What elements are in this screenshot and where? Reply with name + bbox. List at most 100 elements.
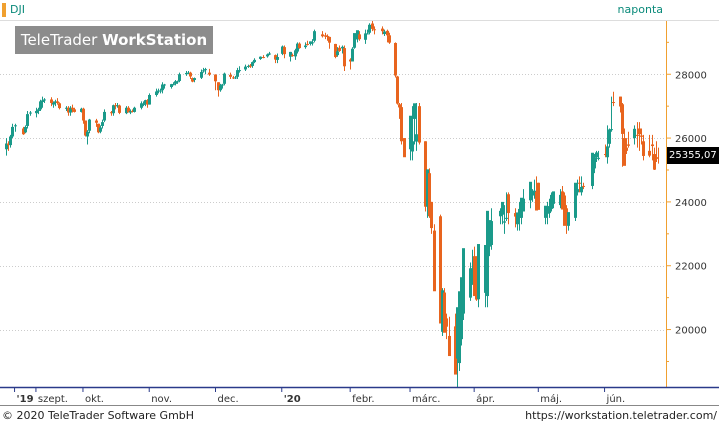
candle: [112, 104, 115, 116]
ticker-symbol[interactable]: DJI: [10, 3, 25, 16]
candle: [298, 42, 301, 49]
candle: [597, 150, 600, 161]
candle: [574, 182, 577, 222]
candle: [223, 72, 226, 86]
candle: [221, 83, 224, 89]
candle: [561, 185, 564, 210]
candle-body: [473, 256, 476, 297]
candle: [204, 67, 207, 75]
candle: [326, 34, 329, 41]
time-tick-label: jún.: [606, 393, 626, 405]
candle: [445, 313, 448, 340]
candle: [24, 125, 27, 134]
candle-body: [191, 78, 194, 82]
candle-body: [208, 72, 211, 75]
candle: [229, 72, 232, 80]
candle-body: [415, 134, 418, 142]
candle: [398, 102, 401, 119]
candle-body: [561, 191, 564, 210]
candle: [336, 47, 339, 57]
candle-body: [178, 74, 181, 81]
candle: [473, 246, 476, 297]
candle: [356, 30, 359, 43]
candle-body: [114, 105, 117, 107]
candle: [73, 107, 76, 113]
logo-text-part2: WorkStation: [102, 31, 208, 49]
candle-body: [593, 157, 596, 169]
candle: [281, 45, 284, 56]
candle-body: [403, 138, 406, 158]
candle: [219, 83, 222, 92]
candle: [373, 26, 376, 35]
candle: [544, 205, 547, 225]
candle-body: [116, 105, 119, 107]
candle-body: [522, 198, 525, 212]
candle-body: [636, 134, 639, 136]
candle: [503, 205, 506, 234]
candle-body: [298, 43, 301, 49]
candle-body: [58, 103, 61, 109]
candle-body: [26, 114, 29, 126]
candle: [321, 31, 324, 38]
candle: [43, 98, 46, 103]
candle: [576, 179, 579, 196]
time-axis-labels: '19 szept. okt. nov. dec. '20 febr. márc. ápr. má…: [14, 387, 626, 405]
time-tick-label: '20: [284, 394, 301, 405]
candle: [157, 88, 160, 94]
candle: [394, 42, 397, 78]
candle: [537, 182, 540, 210]
candle: [396, 75, 399, 105]
candle-body: [29, 112, 32, 114]
ticker-color-marker: [2, 3, 6, 17]
candle-body: [413, 103, 416, 119]
candle-body: [214, 74, 217, 82]
candle-body: [5, 143, 8, 150]
candle: [531, 189, 534, 202]
candle: [386, 29, 389, 43]
candle-body: [127, 107, 130, 113]
candle: [559, 189, 562, 209]
candle: [448, 316, 451, 357]
candle-body: [253, 59, 256, 63]
candle: [441, 288, 444, 336]
candle-body: [398, 104, 401, 108]
source-url-link[interactable]: https://workstation.teletrader.com/: [525, 409, 717, 422]
candle-body: [621, 104, 624, 134]
candle: [88, 118, 91, 134]
candle-body: [544, 205, 547, 218]
candle-body: [281, 46, 284, 54]
candle-body: [266, 54, 269, 57]
candle-body: [638, 128, 641, 135]
candle: [26, 110, 29, 129]
candle: [580, 176, 583, 196]
candle-body: [274, 55, 277, 60]
candle-body: [469, 268, 472, 298]
candle-body: [608, 129, 611, 144]
candle-body: [424, 141, 427, 207]
candle-body: [373, 29, 376, 31]
candle: [268, 51, 271, 56]
candle-body: [651, 144, 654, 147]
candle-body: [52, 102, 55, 105]
period-label[interactable]: naponta: [617, 3, 663, 16]
candle-body: [341, 46, 344, 49]
candle-body: [448, 335, 451, 357]
candle-body: [101, 122, 104, 126]
candle-body: [336, 51, 339, 56]
candle-body: [642, 141, 645, 156]
candle-body: [229, 74, 232, 77]
candle-body: [326, 35, 329, 37]
candle-body: [187, 72, 190, 74]
candle-body: [514, 213, 517, 217]
logo-text-part1: TeleTrader: [20, 31, 103, 49]
candle: [5, 138, 8, 156]
candle-body: [648, 150, 651, 156]
candle: [50, 97, 53, 107]
candle: [582, 182, 585, 190]
candle-body: [358, 34, 361, 40]
candle: [58, 102, 61, 110]
candle: [411, 106, 414, 161]
candle: [462, 248, 465, 320]
candle-body: [144, 100, 147, 104]
candle: [433, 224, 436, 292]
